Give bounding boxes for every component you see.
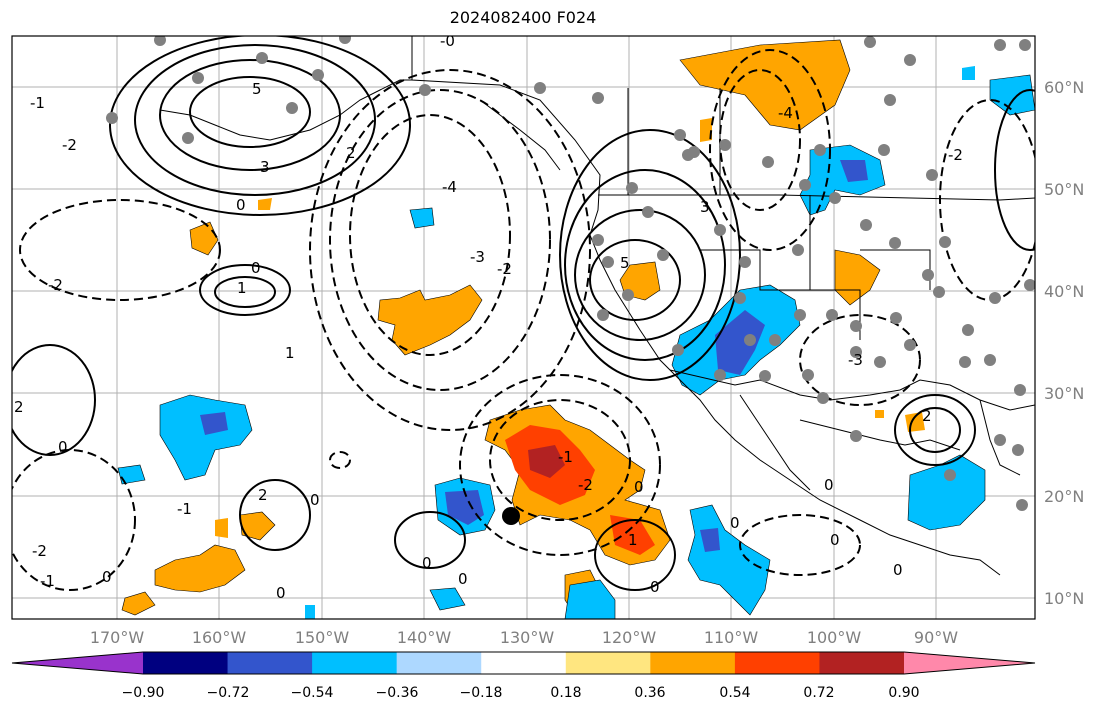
colorbar-segment xyxy=(565,652,651,674)
lat-label: 20°N xyxy=(1044,487,1084,506)
lon-label: 130°W xyxy=(500,628,555,647)
colorbar-tick-label: 0.36 xyxy=(634,685,665,701)
svg-text:-2: -2 xyxy=(48,276,63,294)
lon-label: 120°W xyxy=(602,628,657,647)
shaded-negative xyxy=(117,66,1035,619)
svg-text:2: 2 xyxy=(258,486,268,504)
colorbar-tick-labels: −0.90 −0.72 −0.54 −0.36 −0.18 0.18 0.36 … xyxy=(122,685,920,701)
colorbar-tick-label: −0.18 xyxy=(460,685,503,701)
svg-text:0: 0 xyxy=(458,570,468,588)
svg-text:2: 2 xyxy=(922,407,932,425)
svg-text:-3: -3 xyxy=(470,248,485,266)
svg-text:0: 0 xyxy=(58,438,68,456)
lat-label: 50°N xyxy=(1044,180,1084,199)
lon-label: 140°W xyxy=(397,628,452,647)
lon-label: 90°W xyxy=(914,628,958,647)
svg-text:-2: -2 xyxy=(497,260,512,278)
colorbar-tick-label: 0.72 xyxy=(803,685,834,701)
svg-text:-2: -2 xyxy=(32,542,47,560)
colorbar-outline xyxy=(11,651,1036,675)
svg-text:1: 1 xyxy=(237,279,247,297)
colorbar xyxy=(11,651,1036,675)
svg-text:-2: -2 xyxy=(62,136,77,154)
svg-text:0: 0 xyxy=(824,476,834,494)
contours-solid xyxy=(12,36,1035,591)
lat-label: 10°N xyxy=(1044,589,1084,608)
svg-text:3: 3 xyxy=(700,198,710,216)
lon-label: 160°W xyxy=(192,628,247,647)
svg-text:1: 1 xyxy=(285,344,295,362)
colorbar-tick-label: −0.90 xyxy=(122,685,165,701)
colorbar-segment xyxy=(396,652,482,674)
colorbar-segment xyxy=(481,652,567,674)
svg-text:0: 0 xyxy=(634,478,644,496)
colorbar-tick-label: −0.72 xyxy=(207,685,250,701)
svg-text:0: 0 xyxy=(730,514,740,532)
lon-label: 110°W xyxy=(704,628,759,647)
colorbar-tick-label: 0.54 xyxy=(719,685,750,701)
svg-text:-0: -0 xyxy=(440,32,455,50)
lon-label: 100°W xyxy=(807,628,862,647)
svg-text:-2: -2 xyxy=(578,476,593,494)
svg-text:-3: -3 xyxy=(848,351,863,369)
svg-text:0: 0 xyxy=(102,568,112,586)
svg-text:0: 0 xyxy=(310,491,320,509)
svg-text:5: 5 xyxy=(620,254,630,272)
lat-label: 40°N xyxy=(1044,282,1084,301)
colorbar-segment xyxy=(143,652,229,674)
colorbar-segment xyxy=(227,652,313,674)
svg-text:0: 0 xyxy=(236,196,246,214)
svg-text:0: 0 xyxy=(422,554,432,572)
svg-text:-4: -4 xyxy=(442,178,457,196)
lat-labels: 60°N 50°N 40°N 30°N 20°N 10°N xyxy=(1044,78,1084,608)
map-panel xyxy=(12,36,1035,619)
lat-label: 30°N xyxy=(1044,384,1084,403)
svg-text:-2: -2 xyxy=(948,146,963,164)
svg-text:5: 5 xyxy=(252,80,262,98)
shaded-positive xyxy=(121,39,925,616)
colorbar-tick-label: −0.54 xyxy=(291,685,334,701)
svg-text:2: 2 xyxy=(14,398,24,416)
svg-text:0: 0 xyxy=(276,584,286,602)
colorbar-tick-label: 0.90 xyxy=(888,685,919,701)
colorbar-segment xyxy=(819,652,905,674)
svg-text:-1: -1 xyxy=(30,94,45,112)
colorbar-extend-max xyxy=(904,652,1035,674)
svg-text:-1: -1 xyxy=(558,448,573,466)
lon-label: 150°W xyxy=(295,628,350,647)
svg-text:-1: -1 xyxy=(40,572,55,590)
colorbar-segment xyxy=(312,652,398,674)
colorbar-tick-label: −0.36 xyxy=(376,685,419,701)
svg-text:0: 0 xyxy=(893,561,903,579)
colorbar-segment xyxy=(650,652,736,674)
map-border xyxy=(11,35,1036,620)
highlight-marker xyxy=(502,507,520,525)
colorbar-segment xyxy=(734,652,820,674)
map-title: 2024082400 F024 xyxy=(449,8,597,27)
svg-text:0: 0 xyxy=(830,531,840,549)
colorbar-extend-min xyxy=(12,652,143,674)
contour-labels: 532 0-0-4 -1-2-2 011 -3-2 5 3-4-2 -320 2-… xyxy=(14,32,963,602)
colorbar-tick-label: 0.18 xyxy=(550,685,581,701)
svg-text:2: 2 xyxy=(346,144,356,162)
svg-text:-4: -4 xyxy=(778,104,793,122)
lat-label: 60°N xyxy=(1044,78,1084,97)
svg-text:0: 0 xyxy=(650,578,660,596)
svg-text:-1: -1 xyxy=(177,500,192,518)
svg-text:3: 3 xyxy=(260,158,270,176)
svg-text:0: 0 xyxy=(251,259,261,277)
lon-labels: 170°W 160°W 150°W 140°W 130°W 120°W 110°… xyxy=(90,628,958,647)
svg-text:1: 1 xyxy=(628,531,638,549)
station-markers xyxy=(106,36,1035,511)
lon-label: 170°W xyxy=(90,628,145,647)
